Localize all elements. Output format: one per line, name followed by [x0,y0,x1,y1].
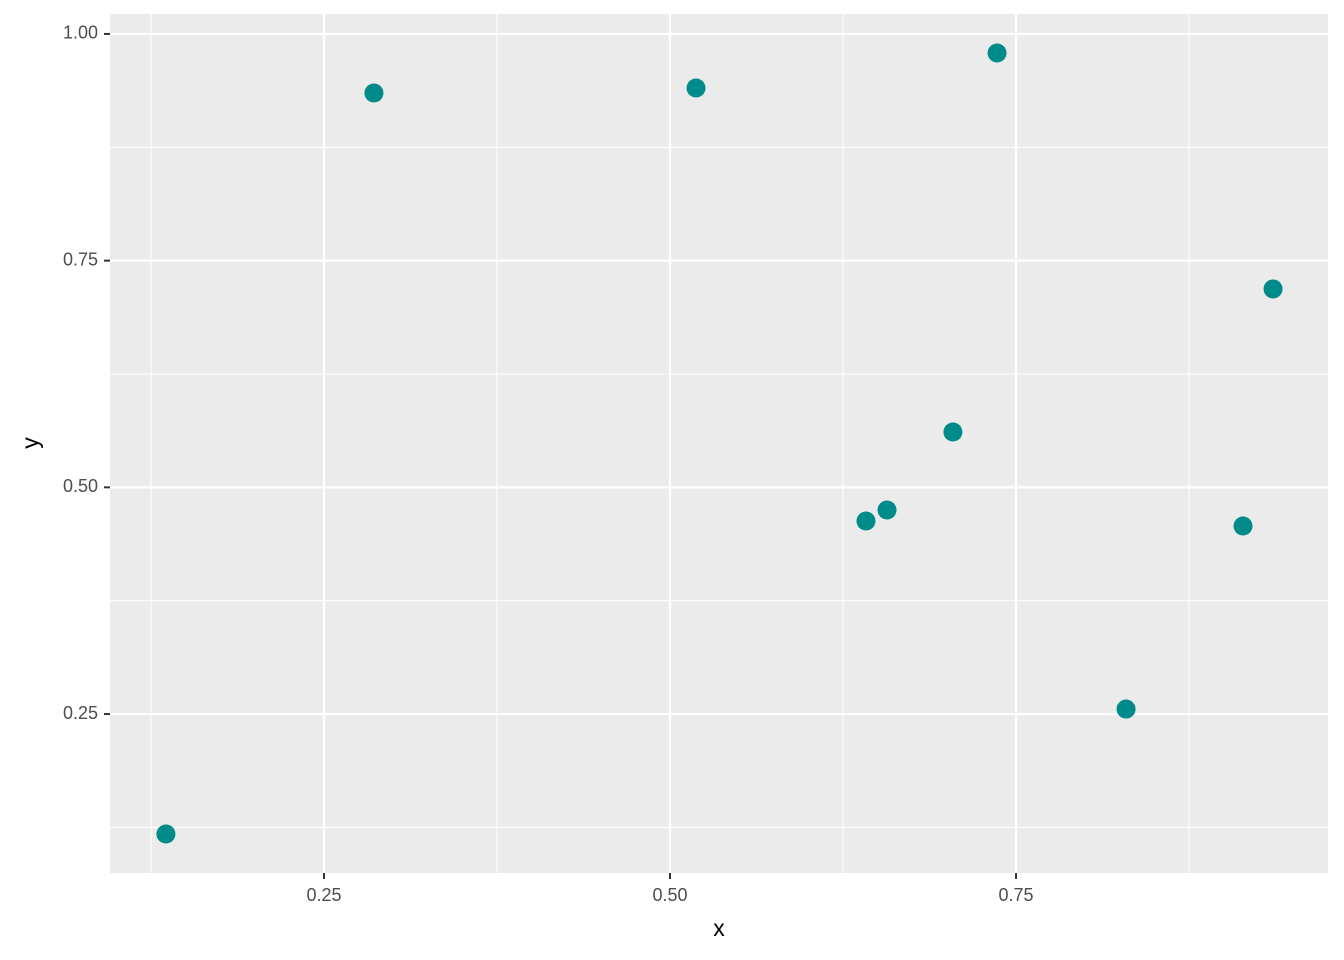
panel [110,14,1328,873]
x-axis-title: x [713,915,725,941]
y-tick-label: 0.25 [63,703,98,723]
y-axis-title: y [17,437,43,449]
point [364,83,384,103]
y-tick-label: 1.00 [63,23,98,43]
point [877,500,897,520]
x-tick-label: 0.25 [306,885,341,905]
x-tick-label: 0.50 [652,885,687,905]
point [1116,699,1136,719]
point [1233,516,1253,536]
point [156,824,176,844]
y-tick-label: 0.75 [63,249,98,269]
point [943,422,963,442]
y-tick-label: 0.50 [63,476,98,496]
point [856,511,876,531]
point [987,43,1007,63]
point [686,78,706,98]
point [1263,279,1283,299]
x-tick-label: 0.75 [999,885,1034,905]
